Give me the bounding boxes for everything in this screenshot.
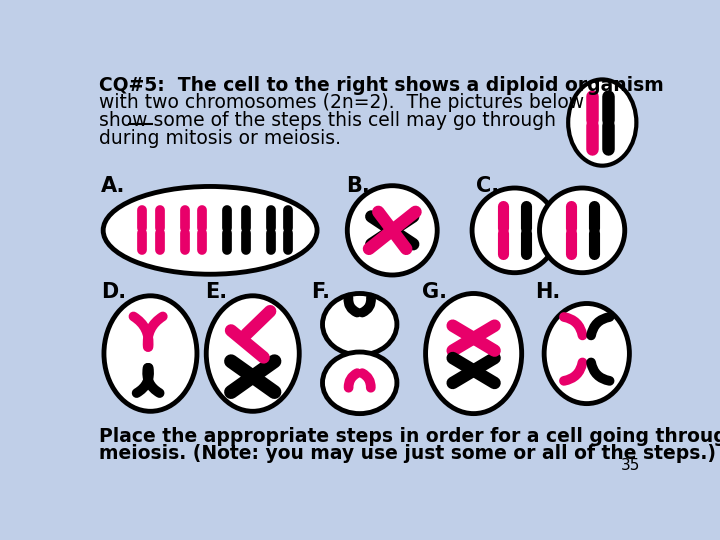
Ellipse shape — [539, 188, 625, 273]
Text: D.: D. — [101, 282, 126, 302]
Ellipse shape — [323, 352, 397, 414]
Ellipse shape — [206, 296, 300, 411]
Ellipse shape — [347, 186, 437, 275]
Text: F.: F. — [311, 282, 330, 302]
Text: CQ#5:  The cell to the right shows a diploid organism: CQ#5: The cell to the right shows a dipl… — [99, 76, 664, 94]
Text: Place the appropriate steps in order for a cell going through: Place the appropriate steps in order for… — [99, 427, 720, 446]
Ellipse shape — [472, 188, 557, 273]
Ellipse shape — [104, 296, 197, 411]
Text: show some of the steps this cell may go through: show some of the steps this cell may go … — [99, 111, 557, 130]
Ellipse shape — [426, 294, 522, 414]
Text: H.: H. — [535, 282, 560, 302]
Text: A.: A. — [101, 177, 125, 197]
Ellipse shape — [568, 79, 636, 166]
Text: during mitosis or meiosis.: during mitosis or meiosis. — [99, 129, 341, 148]
Ellipse shape — [323, 294, 397, 355]
Text: meiosis. (Note: you may use just some or all of the steps.): meiosis. (Note: you may use just some or… — [99, 444, 716, 463]
Text: G.: G. — [422, 282, 446, 302]
Ellipse shape — [103, 186, 317, 274]
Text: E.: E. — [204, 282, 227, 302]
Text: B.: B. — [346, 177, 369, 197]
Text: with two chromosomes (2n=2).  The pictures below: with two chromosomes (2n=2). The picture… — [99, 93, 585, 112]
Ellipse shape — [544, 303, 629, 403]
Text: C.: C. — [476, 177, 499, 197]
Text: 35: 35 — [621, 458, 640, 473]
